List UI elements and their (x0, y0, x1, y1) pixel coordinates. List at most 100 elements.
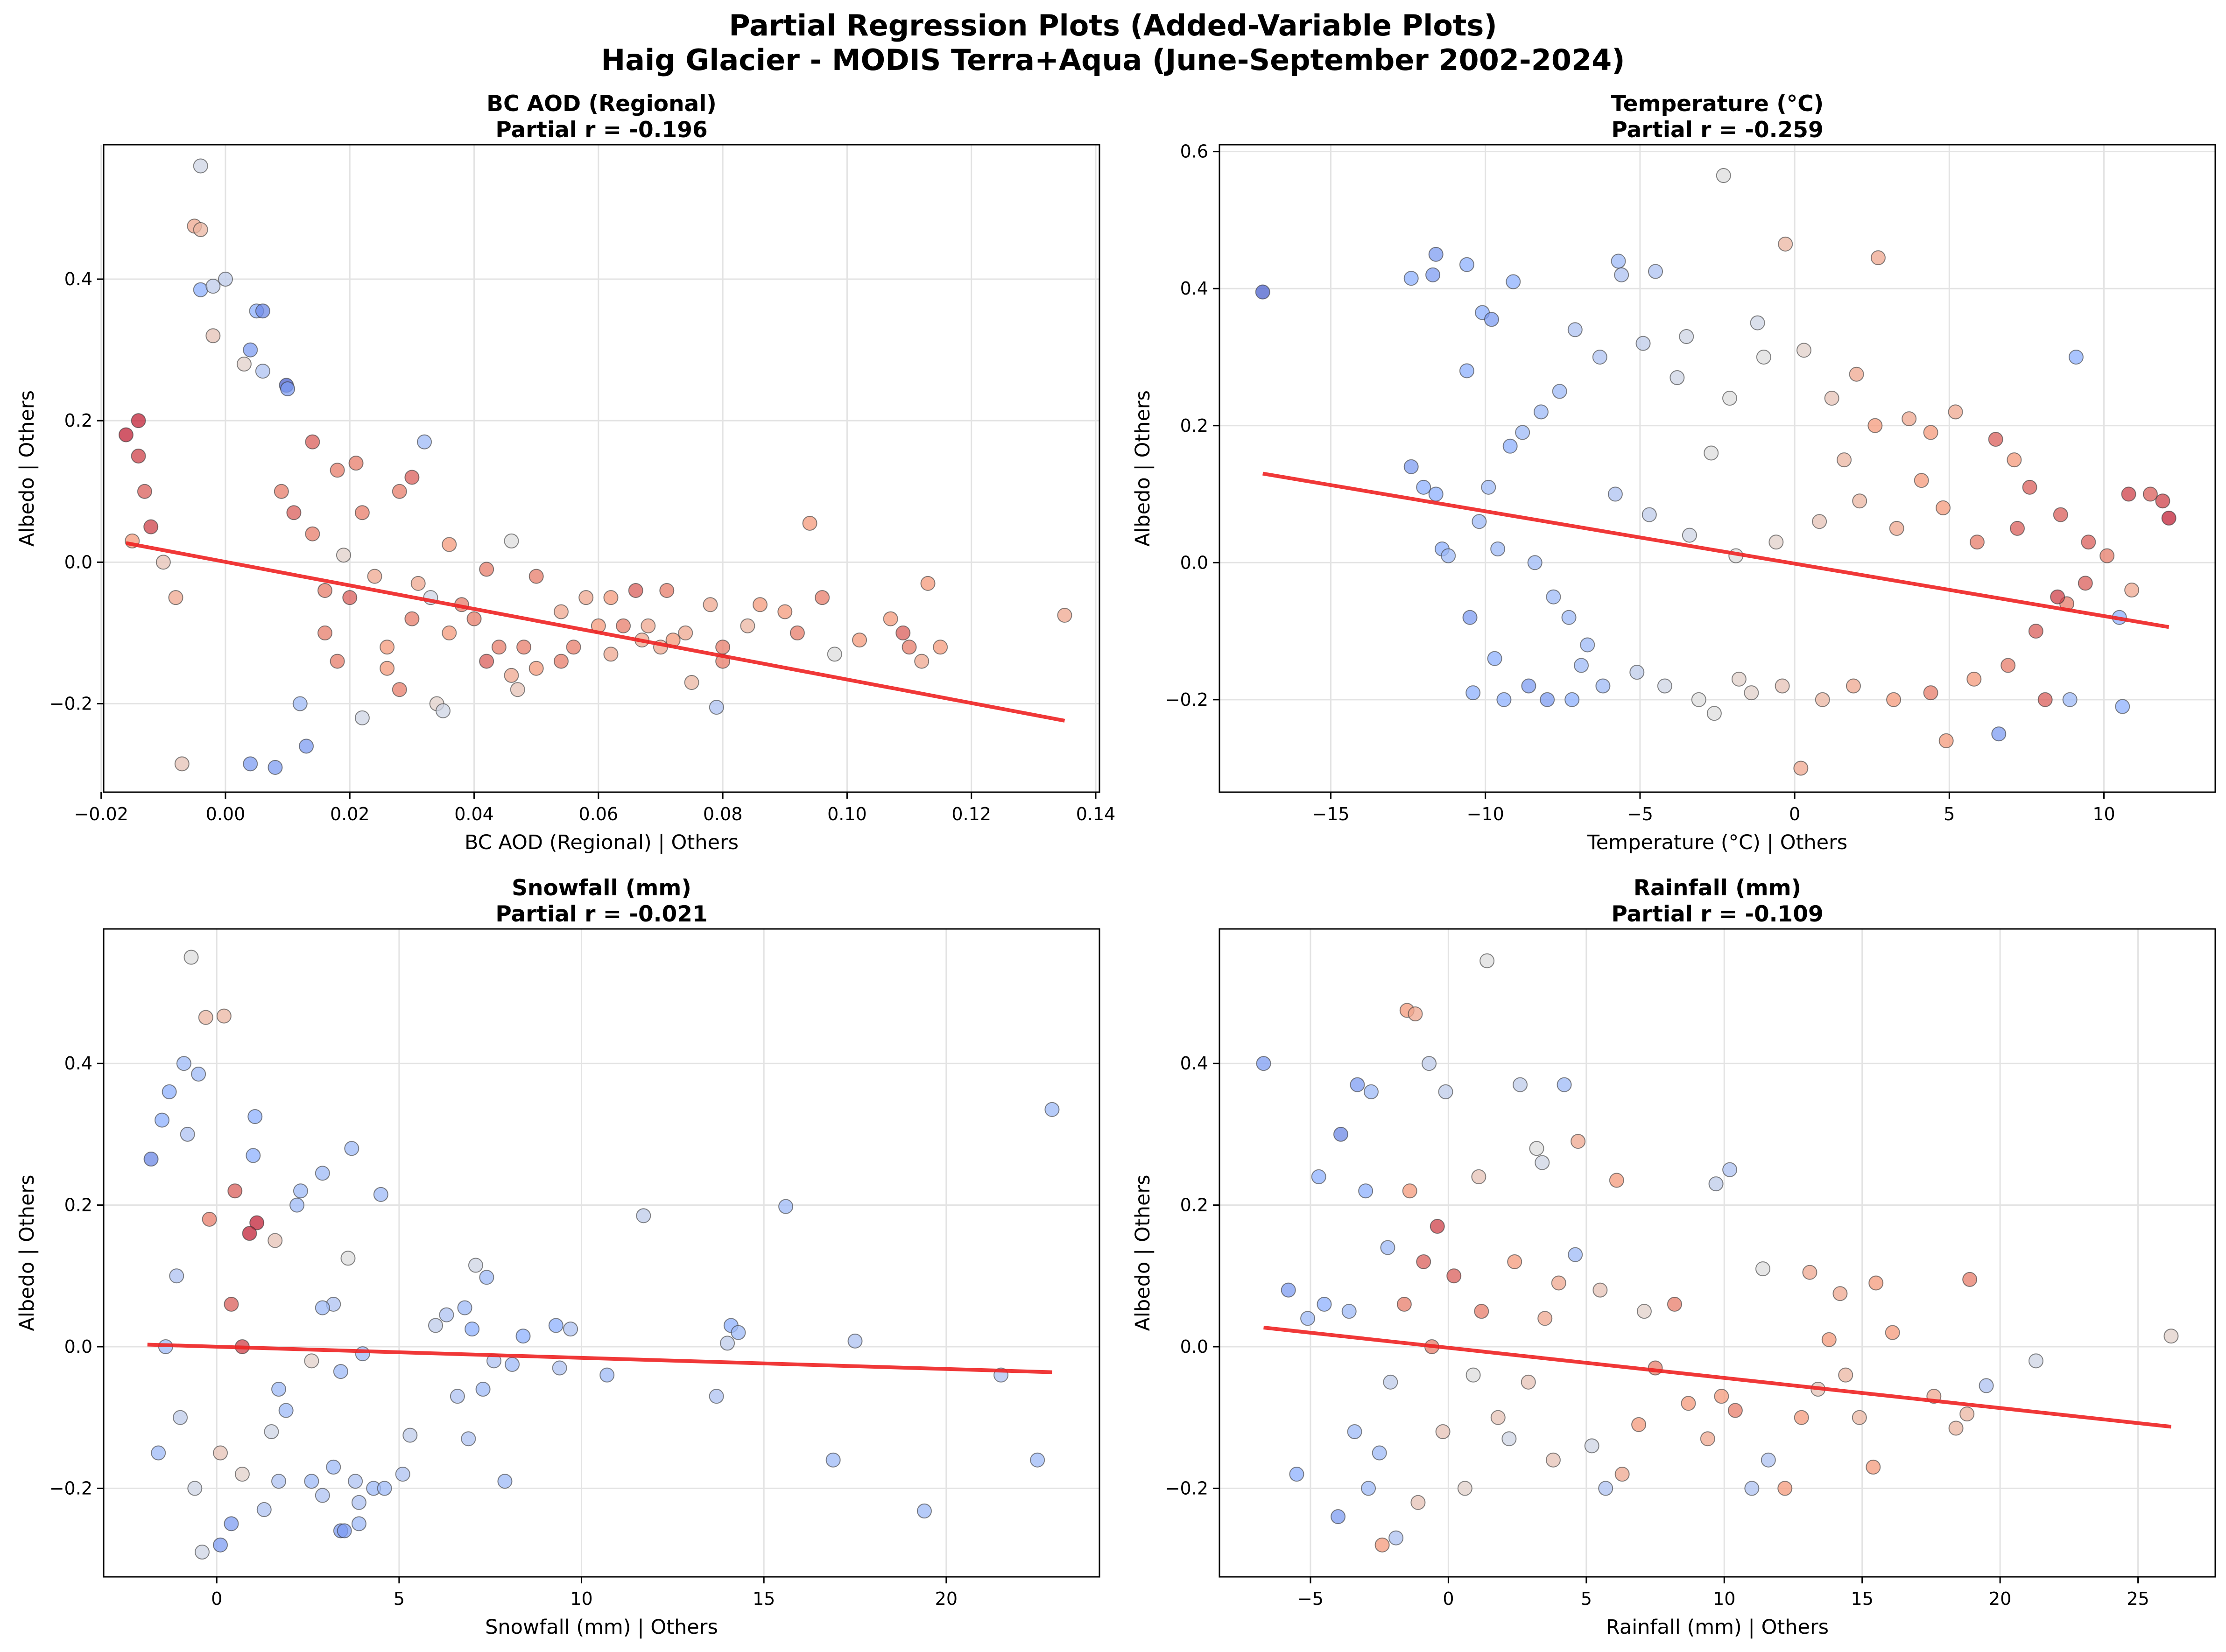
x-tick-label: 0 (211, 1589, 222, 1609)
data-point (174, 756, 190, 772)
data-point (528, 569, 544, 584)
data-point (1568, 1247, 1583, 1262)
data-point (1551, 1275, 1566, 1291)
data-point (1700, 1431, 1715, 1447)
data-point (1959, 1406, 1975, 1422)
scatter-points (1255, 168, 2177, 776)
data-point (1914, 473, 1929, 488)
data-point (1430, 1219, 1445, 1234)
data-point (1648, 1360, 1663, 1376)
grid (1219, 929, 2215, 1577)
data-point (1403, 271, 1419, 286)
data-point (1459, 257, 1474, 272)
data-point (1380, 1240, 1395, 1255)
data-point (1821, 1332, 1837, 1347)
data-point (1403, 459, 1419, 474)
data-point (317, 625, 332, 640)
data-point (1609, 1173, 1624, 1188)
data-point (278, 1403, 294, 1418)
data-point (1641, 507, 1657, 522)
data-point (1802, 1265, 1817, 1280)
data-point (380, 640, 395, 655)
data-point (1889, 520, 1904, 536)
data-point (2163, 1329, 2179, 1344)
data-point (315, 1300, 330, 1315)
data-point (1727, 1403, 1743, 1418)
data-point (2028, 1353, 2043, 1369)
data-point (1521, 678, 1536, 694)
data-point (1289, 1467, 1304, 1482)
data-point (183, 949, 199, 965)
data-point (1607, 486, 1623, 502)
data-point (1706, 706, 1722, 721)
y-axis-label: Albedo | Others (1131, 390, 1155, 547)
data-point (1374, 1537, 1390, 1553)
data-point (1030, 1452, 1045, 1468)
scatter-points (143, 949, 1060, 1560)
data-point (1410, 1495, 1426, 1510)
data-point (1870, 250, 1886, 266)
data-point (348, 456, 364, 471)
data-point (1815, 692, 1830, 707)
data-point (1886, 692, 1902, 707)
data-point (137, 484, 152, 499)
data-point (224, 1296, 239, 1312)
data-point (659, 583, 675, 598)
data-point (1574, 658, 1589, 673)
data-point (373, 1187, 388, 1202)
data-point (402, 1427, 418, 1443)
data-point (740, 618, 755, 633)
data-point (173, 1410, 188, 1425)
data-point (255, 303, 270, 319)
data-point (340, 1251, 356, 1266)
data-point (1472, 514, 1487, 529)
data-point (1681, 1396, 1696, 1411)
data-point (2037, 692, 2053, 707)
y-tick-label: 0.0 (64, 552, 92, 572)
data-point (1545, 1452, 1561, 1468)
data-point (213, 1537, 228, 1553)
data-point (218, 272, 233, 287)
data-point (1465, 1367, 1481, 1383)
data-point (1635, 336, 1651, 351)
data-point (151, 1445, 166, 1461)
data-point (777, 604, 793, 619)
data-point (1408, 1006, 1423, 1022)
data-point (1481, 479, 1496, 495)
data-point (176, 1056, 191, 1071)
x-tick-label: −15 (1312, 804, 1349, 824)
data-point (1988, 432, 2003, 447)
data-point (1396, 1296, 1412, 1312)
data-point (715, 640, 731, 655)
data-point (599, 1367, 615, 1383)
data-point (1567, 322, 1583, 337)
data-point (293, 1183, 308, 1199)
figure-title-line1: Partial Regression Plots (Added-Variable… (729, 8, 1497, 42)
data-point (348, 1474, 363, 1489)
data-point (1793, 760, 1809, 776)
data-point (1648, 264, 1663, 279)
y-tick-label: 0.2 (64, 410, 92, 431)
data-point (1938, 733, 1954, 748)
data-point (268, 759, 283, 775)
data-point (1402, 1183, 1417, 1199)
data-point (2155, 493, 2170, 509)
data-point (1867, 418, 1883, 433)
x-tick-label: 20 (935, 1589, 958, 1609)
data-point (1535, 1155, 1550, 1170)
data-point (1331, 1509, 1346, 1525)
data-point (1441, 548, 1456, 563)
data-point (709, 700, 724, 715)
data-point (289, 1197, 305, 1213)
data-point (1962, 1272, 1978, 1287)
x-axis-label: BC AOD (Regional) | Others (465, 831, 739, 854)
data-point (1255, 284, 1270, 300)
data-point (315, 1488, 330, 1503)
data-point (902, 640, 917, 655)
data-point (256, 1502, 272, 1517)
y-tick-label: 0.4 (1180, 278, 1208, 299)
y-tick-label: 0.0 (1180, 552, 1208, 573)
data-point (2121, 486, 2136, 502)
data-point (1540, 692, 1555, 707)
